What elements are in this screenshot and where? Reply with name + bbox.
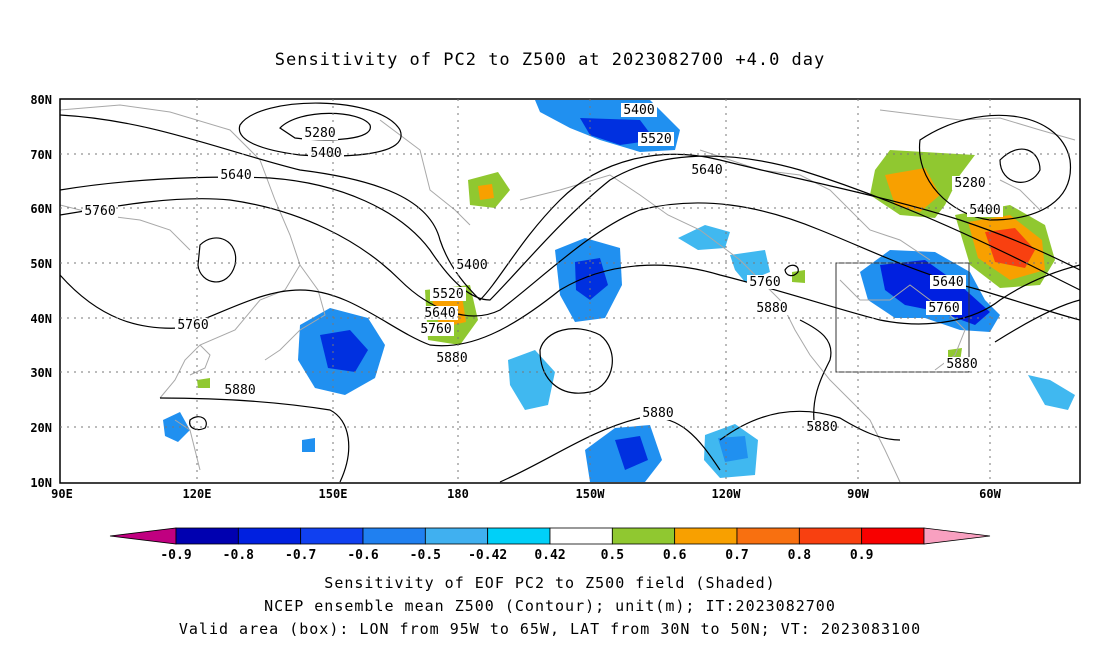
shade-pos-125e bbox=[197, 378, 210, 388]
lon-tick-label: 180 bbox=[447, 487, 469, 501]
colorbar-swatch bbox=[362, 527, 426, 545]
shade-neg-110w bbox=[730, 250, 770, 282]
colorbar-swatch bbox=[175, 527, 239, 545]
contour-label: 5640 bbox=[220, 168, 251, 183]
contour-label: 5760 bbox=[420, 322, 451, 337]
lon-labels: 90E 120E 150E 180 150W 120W 90W 60W bbox=[51, 487, 1001, 501]
shade-neg-130w bbox=[678, 225, 730, 250]
lat-tick-label: 30N bbox=[30, 366, 52, 380]
lat-tick-label: 50N bbox=[30, 257, 52, 271]
shade-neg-45w bbox=[1028, 375, 1075, 410]
contour-label: 5520 bbox=[432, 287, 463, 302]
colorbar-swatch bbox=[549, 527, 613, 545]
shade-neg-arctic-core bbox=[580, 118, 655, 145]
shade-pos-175e-core bbox=[478, 184, 494, 200]
colorbar-swatch bbox=[237, 527, 302, 545]
lon-tick-label: 90E bbox=[51, 487, 73, 501]
sensitivity-shading bbox=[163, 100, 1075, 482]
colorbar-swatch bbox=[487, 527, 551, 545]
contour-label: 5880 bbox=[946, 357, 977, 372]
colorbar-swatch bbox=[674, 527, 738, 545]
colorbar-low-arrow bbox=[109, 527, 177, 545]
lat-tick-label: 80N bbox=[30, 93, 52, 107]
lon-tick-label: 60W bbox=[979, 487, 1001, 501]
contour-label: 5880 bbox=[642, 406, 673, 421]
contour-label: 5280 bbox=[954, 176, 985, 191]
contour-label: 5280 bbox=[304, 126, 335, 141]
lat-tick-label: 20N bbox=[30, 421, 52, 435]
colorbar-level-label: -0.42 bbox=[468, 548, 507, 563]
footer-line-3: Valid area (box): LON from 95W to 65W, L… bbox=[178, 620, 922, 638]
footer-line-1: Sensitivity of EOF PC2 to Z500 field (Sh… bbox=[324, 574, 776, 592]
colorbar-high-arrow bbox=[923, 527, 991, 545]
colorbar-swatch bbox=[424, 527, 489, 545]
footer-line-2: NCEP ensemble mean Z500 (Contour); unit(… bbox=[264, 597, 836, 615]
contour-label: 5520 bbox=[640, 132, 671, 147]
colorbar-level-label: -0.5 bbox=[410, 548, 441, 563]
lon-tick-label: 150W bbox=[576, 487, 606, 501]
shade-pos-atlantic-core bbox=[985, 228, 1035, 268]
colorbar-level-label: 0.8 bbox=[788, 548, 812, 563]
colorbar-swatch bbox=[861, 527, 925, 545]
lat-tick-label: 10N bbox=[30, 476, 52, 490]
lon-tick-label: 120W bbox=[712, 487, 742, 501]
colorbar-level-label: 0.6 bbox=[663, 548, 687, 563]
contour-label: 5880 bbox=[806, 420, 837, 435]
lat-lon-grid bbox=[60, 99, 1080, 483]
colorbar-level-label: 0.7 bbox=[725, 548, 748, 563]
shade-neg-80w-core bbox=[880, 260, 990, 325]
colorbar-level-label: -0.8 bbox=[223, 548, 254, 563]
shade-pos-atlantic-north-core bbox=[885, 168, 940, 212]
contour-label: 5400 bbox=[969, 203, 1000, 218]
lon-tick-label: 120E bbox=[183, 487, 212, 501]
colorbar-level-label: -0.9 bbox=[160, 548, 191, 563]
shade-neg-160w bbox=[508, 350, 555, 410]
contour-label: 5640 bbox=[424, 306, 455, 321]
contour-label: 5760 bbox=[928, 301, 959, 316]
colorbar-swatch bbox=[611, 527, 676, 545]
shade-neg-115e bbox=[163, 412, 190, 442]
contour-label: 5640 bbox=[932, 275, 963, 290]
colorbar-swatch bbox=[798, 527, 863, 545]
map-title: Sensitivity of PC2 to Z500 at 2023082700… bbox=[274, 50, 826, 70]
shade-neg-145e bbox=[302, 438, 315, 452]
colorbar-swatch bbox=[300, 527, 364, 545]
contour-labels: 5280540056405760576058805400552056405760… bbox=[82, 103, 1003, 435]
shade-neg-150w-core bbox=[575, 258, 608, 300]
shade-neg-140w-core bbox=[615, 436, 648, 470]
valid-area-box bbox=[835, 262, 970, 373]
contour-label: 5760 bbox=[177, 318, 208, 333]
contour-label: 5760 bbox=[84, 204, 115, 219]
lat-tick-label: 60N bbox=[30, 202, 52, 216]
colorbar-level-label: 0.42 bbox=[534, 548, 565, 563]
colorbar-level-label: -0.6 bbox=[347, 548, 378, 563]
shade-neg-150e-core bbox=[320, 330, 368, 372]
lat-tick-label: 40N bbox=[30, 312, 52, 326]
contour-label: 5880 bbox=[224, 383, 255, 398]
colorbar-level-label: -0.7 bbox=[285, 548, 316, 563]
colorbar-level-label: 0.5 bbox=[601, 548, 624, 563]
lon-tick-label: 90W bbox=[847, 487, 869, 501]
colorbar-level-label: 0.9 bbox=[850, 548, 873, 563]
contour-label: 5400 bbox=[456, 258, 487, 273]
contour-label: 5640 bbox=[691, 163, 722, 178]
contour-label: 5760 bbox=[749, 275, 780, 290]
lat-tick-label: 70N bbox=[30, 148, 52, 162]
map-frame bbox=[59, 98, 1081, 484]
contour-label: 5880 bbox=[756, 301, 787, 316]
contour-label: 5400 bbox=[623, 103, 654, 118]
shade-pos-105w bbox=[792, 270, 805, 283]
lon-tick-label: 150E bbox=[319, 487, 348, 501]
contour-label: 5880 bbox=[436, 351, 467, 366]
colorbar-labels: -0.9 -0.8 -0.7 -0.6 -0.5 -0.42 0.42 0.5 0.6 0.7 0.… bbox=[160, 548, 873, 563]
colorbar-swatch bbox=[736, 527, 800, 545]
lat-labels: 80N 70N 60N 50N 40N 30N 20N 10N bbox=[30, 93, 52, 490]
colorbar bbox=[109, 527, 991, 545]
